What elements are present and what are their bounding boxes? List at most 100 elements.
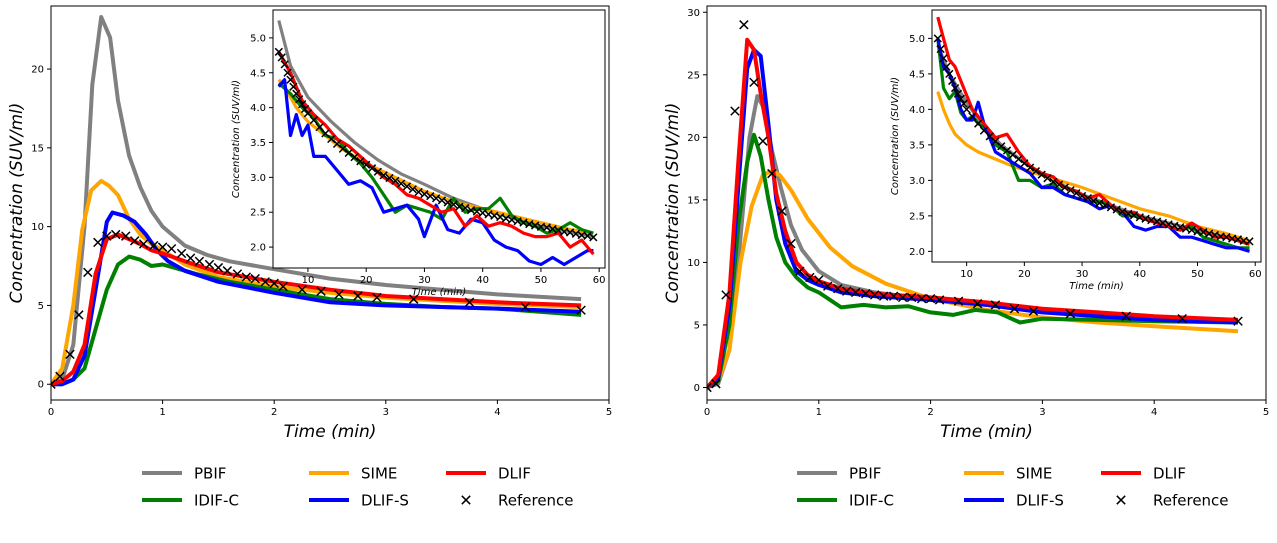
legend-label: SIME [1016, 465, 1052, 483]
legend-label: IDIF-C [849, 492, 894, 510]
reference-point [420, 189, 429, 199]
reference-point [466, 205, 476, 215]
reference-point [571, 229, 581, 238]
y-tick-label: 20 [31, 65, 44, 76]
reference-point [730, 106, 740, 116]
reference-point [309, 116, 318, 125]
reference-point [129, 236, 140, 246]
right-inset-plot: 10 20 30 40 50 60 2.0 2.5 3.0 3.5 4.0 4.5 5.0 Time (m… [890, 9, 1262, 292]
legend-label: DLIF [498, 465, 531, 483]
series-line-pbif [51, 15, 582, 387]
reference-point [74, 310, 84, 320]
series-line-dlif [277, 51, 595, 256]
reference-point [1083, 193, 1092, 203]
y-tick-label: 4.5 [909, 69, 925, 80]
reference-point [1112, 205, 1121, 214]
reference-point [959, 99, 968, 108]
legend-label: DLIF-S [1016, 492, 1064, 510]
reference-point [362, 160, 371, 169]
y-axis-label: Concentration (SUV/ml) [890, 77, 901, 195]
x-tick-label: 60 [1249, 269, 1262, 280]
reference-point [1095, 198, 1104, 208]
reference-point [102, 231, 112, 241]
legend-item-idif-c: IDIF-C [797, 492, 894, 510]
reference-point [974, 119, 983, 128]
reference-point [303, 109, 313, 118]
legend-item-sime: SIME [964, 465, 1052, 483]
reference-point [948, 76, 957, 86]
reference-point [823, 281, 833, 291]
x-tick-label: 3 [1039, 407, 1045, 418]
reference-point [176, 248, 187, 259]
reference-point [861, 288, 871, 299]
reference-point [334, 289, 344, 300]
y-tick-label: 5.0 [909, 34, 925, 45]
reference-point [315, 123, 324, 132]
reference-point [869, 290, 880, 300]
series-line-idif-c [277, 82, 594, 235]
legend-item-dlif-s: DLIF-S [964, 492, 1064, 510]
series-line-dlif [707, 37, 1239, 389]
reference-point [461, 203, 470, 213]
x-tick-label: 4 [494, 407, 500, 418]
y-tick-label: 5 [694, 320, 700, 331]
reference-point [758, 136, 768, 146]
reference-point [1089, 196, 1098, 206]
reference-point [316, 286, 326, 296]
reference-point [814, 275, 824, 285]
reference-point [1037, 170, 1046, 179]
reference-point [953, 89, 963, 98]
x-tick-label: 0 [704, 407, 710, 418]
reference-point [906, 292, 917, 303]
reference-point [833, 283, 843, 294]
reference-point [297, 100, 307, 109]
x-tick-label: 5 [1263, 407, 1269, 418]
x-tick-label: 2 [927, 407, 933, 418]
y-tick-label: 25 [687, 70, 700, 81]
reference-point [286, 75, 295, 84]
legend-item-dlif-s: DLIF-S [309, 492, 409, 510]
y-tick-label: 3.5 [250, 138, 266, 149]
x-tick-label: 50 [1191, 269, 1204, 280]
reference-point [353, 291, 363, 301]
right-main-frame [706, 5, 1267, 401]
reference-point [942, 62, 951, 71]
reference-point [269, 278, 279, 289]
reference-point [402, 182, 412, 191]
left-inset-plot: 10 20 30 40 50 60 2.0 2.5 3.0 3.5 4.0 4.5 5.0 Time (m… [231, 9, 606, 298]
legend-item-pbif: PBIF [142, 465, 226, 483]
reference-point [990, 300, 1001, 310]
reference-point [525, 219, 534, 229]
reference-point [530, 221, 540, 230]
y-tick-label: 5 [38, 301, 44, 312]
reference-point [464, 297, 475, 308]
reference-point [1049, 177, 1058, 186]
reference-point [1060, 183, 1069, 192]
legend-item-dlif: DLIF [1101, 465, 1186, 483]
y-axis-label: Concentration (SUV/ml) [7, 103, 27, 304]
x-tick-label: 1 [159, 407, 165, 418]
right-legend: PBIF SIME DLIF IDIF-C DLIF-S Reference [797, 465, 1229, 510]
reference-point [1043, 174, 1052, 183]
y-tick-label: 3.5 [909, 140, 925, 151]
x-axis-label: Time (min) [940, 422, 1033, 442]
reference-point [805, 272, 815, 283]
x-tick-label: 30 [1076, 269, 1089, 280]
reference-point [280, 60, 289, 69]
reference-point [1121, 311, 1131, 321]
series-line-dlif-s [277, 78, 594, 267]
reference-point [372, 292, 382, 303]
reference-point [277, 53, 286, 62]
reference-point [338, 144, 348, 153]
legend-label: DLIF-S [361, 492, 409, 510]
reference-point [520, 302, 531, 312]
reference-point [897, 292, 908, 303]
reference-point [507, 215, 516, 225]
x-tick-label: 50 [535, 275, 548, 286]
legend-label: Reference [1153, 492, 1229, 510]
reference-point [1106, 203, 1116, 212]
reference-point [554, 226, 563, 235]
reference-point [83, 267, 93, 278]
x-tick-label: 0 [48, 407, 54, 418]
